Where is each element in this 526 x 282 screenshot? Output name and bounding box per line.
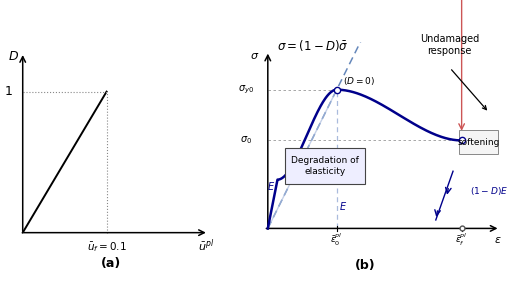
Text: $\sigma = (1-D)\bar{\sigma}$: $\sigma = (1-D)\bar{\sigma}$: [277, 38, 349, 53]
Text: softening: softening: [458, 138, 500, 147]
Text: $\bar{u}_f = 0.1$: $\bar{u}_f = 0.1$: [87, 240, 126, 254]
Text: $(1-D)E$: $(1-D)E$: [470, 185, 509, 197]
Text: Degradation of
elasticity: Degradation of elasticity: [291, 156, 359, 175]
Text: (a): (a): [101, 257, 122, 270]
Text: $\varepsilon$: $\varepsilon$: [494, 235, 502, 245]
Text: $\sigma$: $\sigma$: [250, 51, 259, 61]
Text: $\bar{\varepsilon}_f^{pl}$: $\bar{\varepsilon}_f^{pl}$: [456, 232, 468, 248]
Text: $\bar{\varepsilon}_0^{pl}$: $\bar{\varepsilon}_0^{pl}$: [330, 232, 343, 248]
Text: (b): (b): [355, 259, 375, 272]
Text: $\sigma_{y0}$: $\sigma_{y0}$: [238, 83, 255, 96]
Text: Undamaged
response: Undamaged response: [420, 34, 479, 56]
Text: 1: 1: [5, 85, 13, 98]
Text: $(D=0)$: $(D=0)$: [343, 75, 375, 87]
Text: $\sigma_0$: $\sigma_0$: [240, 135, 252, 146]
Text: $E$: $E$: [339, 201, 347, 212]
Text: $\bar{u}^{pl}$: $\bar{u}^{pl}$: [198, 237, 214, 254]
Text: $E$: $E$: [267, 180, 275, 192]
FancyBboxPatch shape: [285, 148, 365, 184]
FancyBboxPatch shape: [460, 130, 498, 154]
Text: $D$: $D$: [8, 50, 19, 63]
